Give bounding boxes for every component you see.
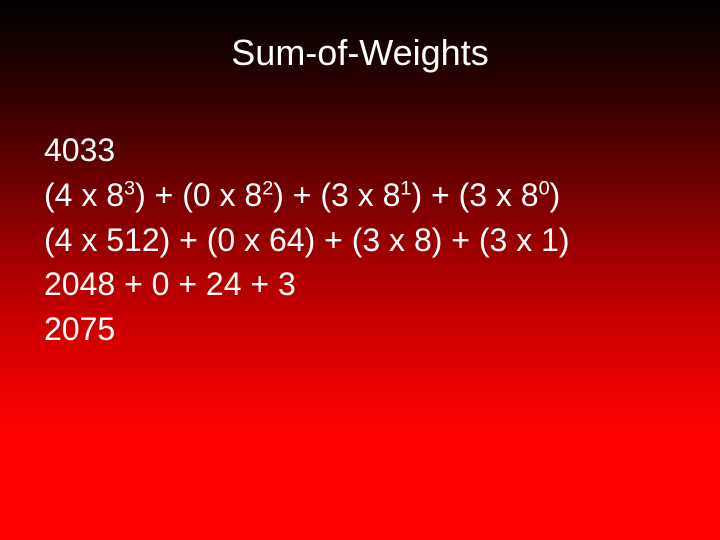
exponent: 0 xyxy=(539,177,550,199)
line-3: (4 x 512) + (0 x 64) + (3 x 8) + (3 x 1) xyxy=(44,218,570,263)
slide-content: 4033 (4 x 83) + (0 x 82) + (3 x 81) + (3… xyxy=(44,128,570,352)
exponent: 1 xyxy=(400,177,411,199)
term-text: ) + (3 x 8 xyxy=(273,177,400,213)
term-text: (4 x 8 xyxy=(44,177,124,213)
line-2: (4 x 83) + (0 x 82) + (3 x 81) + (3 x 80… xyxy=(44,173,570,218)
line-1: 4033 xyxy=(44,128,570,173)
exponent: 2 xyxy=(262,177,273,199)
slide-title: Sum-of-Weights xyxy=(0,32,720,74)
slide: Sum-of-Weights 4033 (4 x 83) + (0 x 82) … xyxy=(0,0,720,540)
term-text: ) xyxy=(550,177,561,213)
exponent: 3 xyxy=(124,177,135,199)
term-text: ) + (3 x 8 xyxy=(411,177,538,213)
line-4: 2048 + 0 + 24 + 3 xyxy=(44,262,570,307)
line-5: 2075 xyxy=(44,307,570,352)
term-text: ) + (0 x 8 xyxy=(135,177,262,213)
